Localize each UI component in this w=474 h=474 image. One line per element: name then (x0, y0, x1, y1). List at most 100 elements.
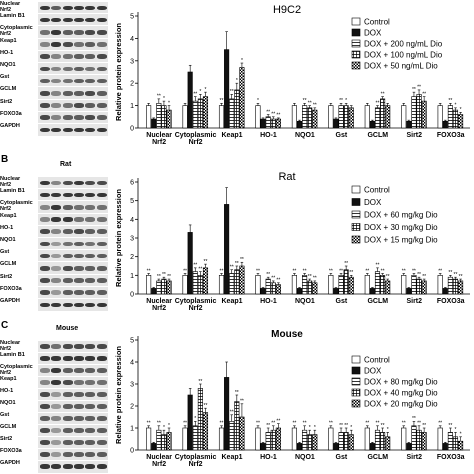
bar (302, 275, 308, 295)
blot-label: Cytoplasmic Nrf2 (0, 364, 33, 376)
blot-strip (38, 424, 108, 437)
significance-label: * (241, 58, 243, 64)
blot-band (73, 416, 84, 422)
significance-label: ** (422, 274, 426, 280)
blot-strip (38, 13, 108, 26)
significance-label: ** (204, 403, 208, 409)
y-tick-label: 4 (130, 36, 134, 43)
blot-band (62, 103, 73, 108)
blot-label: Keap1 (0, 376, 17, 382)
blot-band (73, 241, 84, 247)
bar (166, 280, 172, 295)
y-tick-label: 3 (130, 382, 134, 389)
blot-row: HO-1 (0, 224, 108, 238)
bar (458, 280, 464, 295)
blot-label: Nuclear Nrf2 (0, 340, 21, 352)
y-tick-label: 4 (130, 217, 134, 224)
blot-band (85, 344, 96, 350)
y-tick-label: 4 (130, 360, 134, 367)
bar (442, 120, 448, 129)
bar (406, 120, 412, 129)
blot-band (85, 5, 96, 11)
significance-label: ** (448, 423, 452, 429)
bar (343, 105, 349, 129)
blot-band (96, 90, 107, 96)
significance-label: ** (266, 423, 270, 429)
legend-label: DOX (364, 367, 382, 376)
blot-band (51, 78, 62, 84)
x-tick-label: Nrf2 (189, 461, 203, 468)
blot-band (73, 392, 84, 398)
blot-label: GAPDH (0, 460, 20, 466)
significance-label: ** (308, 100, 312, 106)
bar (406, 288, 412, 295)
blot-band (73, 452, 84, 458)
blot-band (96, 253, 107, 259)
blot-row: Nuclear Nrf2 (0, 340, 108, 353)
bar (307, 280, 313, 295)
blot-band (40, 302, 50, 308)
bar (401, 105, 407, 129)
species-label-mouse: Mouse (56, 325, 79, 332)
legend-swatch (351, 28, 361, 37)
bar (265, 116, 271, 129)
blot-band (73, 368, 84, 374)
blot-band (73, 42, 84, 47)
blot-label: NQO1 (0, 62, 16, 68)
significance-label: ** (376, 100, 380, 106)
bar (218, 105, 225, 129)
legend-swatch (351, 377, 361, 386)
blot-band (51, 241, 62, 247)
blot-label: Cytoplasmic Nrf2 (0, 25, 33, 38)
blot-strip (38, 364, 108, 377)
bar (343, 269, 349, 295)
x-tick-label: HO-1 (260, 132, 277, 139)
bar (348, 107, 354, 129)
blot-band (73, 290, 84, 295)
legend-swatch (351, 185, 361, 194)
blot-band (96, 229, 107, 234)
bar (452, 278, 459, 295)
blot-band (40, 42, 50, 47)
bar (156, 280, 162, 295)
bar (458, 114, 464, 129)
significance-label: ** (417, 272, 421, 278)
bar (224, 49, 230, 129)
blot-band (73, 464, 84, 470)
blot-label: Nuclear Nrf2 (0, 176, 21, 188)
blot-strip (38, 86, 108, 100)
bar (401, 275, 407, 295)
blot-band (96, 192, 107, 198)
blot-band (73, 78, 84, 84)
blot-band (96, 380, 107, 386)
blot-band (40, 265, 50, 271)
y-tick-label: 1 (130, 426, 134, 433)
blot-label: Keap1 (0, 212, 17, 219)
significance-label: ** (365, 268, 369, 274)
blot-band (51, 428, 62, 434)
blot-band (85, 17, 96, 23)
significance-label: * (163, 425, 165, 431)
legend-swatch (351, 366, 361, 375)
significance-label: ** (276, 113, 280, 119)
bar (192, 425, 198, 451)
bar (260, 288, 266, 295)
blot-band (40, 440, 50, 446)
legend-swatch (351, 223, 361, 231)
bar (333, 288, 339, 295)
significance-label: ** (292, 421, 296, 427)
legend-label: DOX + 20 mg/kg Dio (364, 400, 438, 409)
blot-band (85, 42, 96, 47)
blot-band (62, 192, 73, 198)
y-tick-label: 2 (130, 81, 134, 88)
blot-band (62, 464, 73, 470)
bar (265, 432, 271, 451)
blot-label: GCLM (0, 86, 17, 93)
blot-label: FOXO3a (0, 448, 22, 454)
bar (239, 265, 245, 295)
blot-label: Lamin B1 (0, 188, 25, 195)
blot-strip (38, 298, 108, 311)
significance-label: ** (438, 268, 442, 274)
bar (338, 105, 344, 129)
